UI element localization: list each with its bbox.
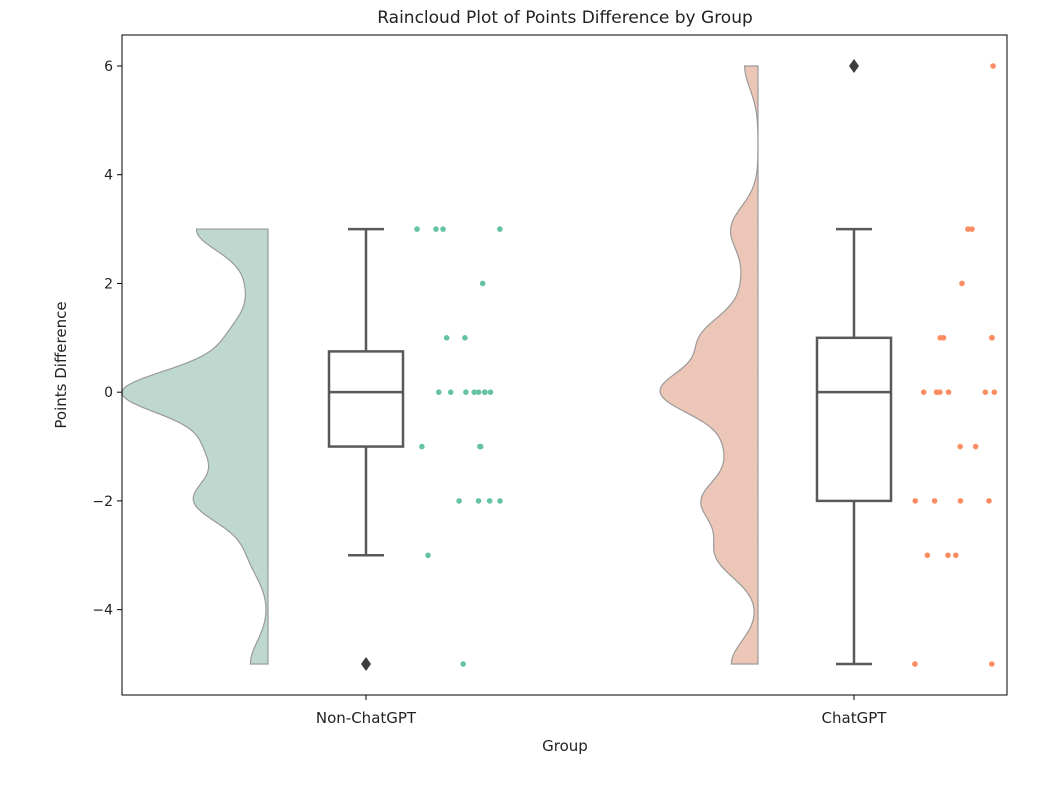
strip-point xyxy=(988,335,995,341)
strip-point xyxy=(959,280,965,287)
y-axis-label: Points Difference xyxy=(52,301,70,428)
strip-point xyxy=(969,226,975,232)
y-tick-label: 4 xyxy=(104,168,113,184)
strip-point xyxy=(456,498,462,504)
strip-point xyxy=(945,389,952,395)
x-axis-label: Group xyxy=(542,737,588,755)
strip-point xyxy=(972,443,979,450)
strip-point xyxy=(931,498,938,504)
box xyxy=(327,350,405,448)
strip-point xyxy=(447,389,454,395)
strip-point xyxy=(414,226,420,232)
y-tick-label: 6 xyxy=(104,59,113,75)
strip-point xyxy=(933,389,940,395)
y-tick-label: −2 xyxy=(92,494,113,510)
strip-point xyxy=(460,661,466,667)
strip-point xyxy=(443,335,450,341)
strip-point xyxy=(486,498,493,504)
outlier-point xyxy=(849,58,859,73)
strip-point xyxy=(419,443,425,450)
y-tick-label: −4 xyxy=(92,603,113,619)
strip-point xyxy=(952,552,959,559)
strip-point xyxy=(945,552,951,559)
strip-point xyxy=(462,335,468,341)
strip-point xyxy=(497,226,503,232)
strip-point xyxy=(463,389,469,395)
strip-point xyxy=(487,389,494,395)
strip-point xyxy=(990,63,996,69)
violin-chatgpt xyxy=(659,65,759,665)
strip-point xyxy=(440,226,446,232)
strip-point xyxy=(482,389,488,395)
strip-point xyxy=(965,226,971,232)
strip-point xyxy=(924,552,931,559)
strip-point xyxy=(982,389,989,395)
y-tick-label: 0 xyxy=(104,385,113,401)
strip-point xyxy=(477,443,483,450)
x-tick-label: ChatGPT xyxy=(822,709,888,727)
strip-point xyxy=(433,226,439,232)
strip-point xyxy=(912,498,919,504)
strip-point xyxy=(435,389,442,395)
strip-point xyxy=(497,498,503,504)
strip-point xyxy=(989,661,995,667)
strip-point xyxy=(475,389,482,395)
strip-point xyxy=(937,335,943,341)
strip-point xyxy=(479,280,486,287)
strip-point xyxy=(471,389,478,395)
x-tick-label: Non-ChatGPT xyxy=(316,709,417,727)
strip-point xyxy=(912,661,918,667)
strip-point xyxy=(957,443,963,450)
plot-frame xyxy=(121,34,1008,696)
y-tick-label: 2 xyxy=(104,276,113,292)
strip-point xyxy=(475,498,482,504)
strip-point xyxy=(425,552,431,559)
box xyxy=(815,336,893,503)
chart-title: Raincloud Plot of Points Difference by G… xyxy=(377,8,753,28)
violin-non-chatgpt xyxy=(121,228,269,665)
strip-point xyxy=(991,389,998,395)
strip-point xyxy=(957,498,964,504)
strip-point xyxy=(986,498,992,504)
strip-point xyxy=(920,389,927,395)
outlier-point xyxy=(361,657,371,672)
